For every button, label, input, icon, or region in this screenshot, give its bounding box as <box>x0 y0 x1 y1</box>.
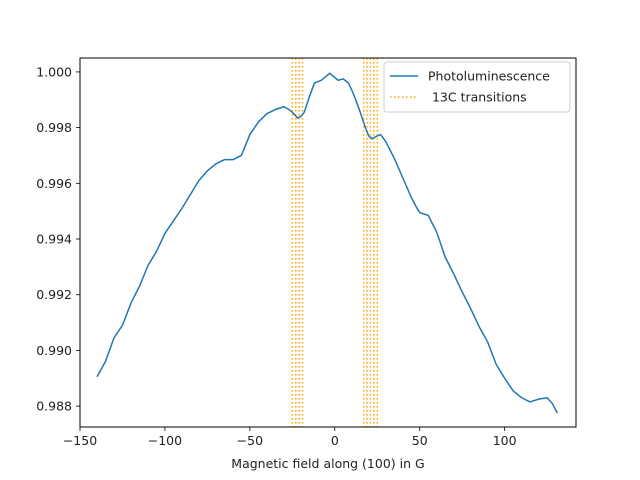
x-tick-label: −150 <box>63 433 97 448</box>
y-tick-label: 0.988 <box>36 399 72 414</box>
x-tick-label: −50 <box>237 433 263 448</box>
legend-label-13c-transitions: 13C transitions <box>428 90 527 105</box>
x-tick-label: 100 <box>493 433 517 448</box>
x-tick-label: 50 <box>412 433 428 448</box>
y-axis-ticks: 0.988 0.990 0.992 0.994 0.996 0.998 1.000 <box>36 64 80 414</box>
y-tick-label: 0.992 <box>36 287 72 302</box>
x-axis-label: Magnetic field along (100) in G <box>231 456 424 471</box>
plot-background <box>80 58 576 427</box>
y-tick-label: 0.994 <box>36 232 72 247</box>
y-tick-label: 1.000 <box>36 64 72 79</box>
y-tick-label: 0.990 <box>36 343 72 358</box>
x-axis-ticks: −150 −100 −50 0 50 100 <box>63 427 517 448</box>
legend-label-photoluminescence: Photoluminescence <box>428 69 550 84</box>
legend: Photoluminescence 13C transitions <box>383 61 571 113</box>
transition-lines <box>291 58 379 427</box>
y-tick-label: 0.998 <box>36 120 72 135</box>
plot-frame <box>79 57 577 428</box>
x-tick-label: 0 <box>331 433 339 448</box>
x-tick-label: −100 <box>148 433 182 448</box>
legend-box <box>383 61 571 113</box>
y-tick-label: 0.996 <box>36 176 72 191</box>
photoluminescence-line <box>96 72 558 414</box>
